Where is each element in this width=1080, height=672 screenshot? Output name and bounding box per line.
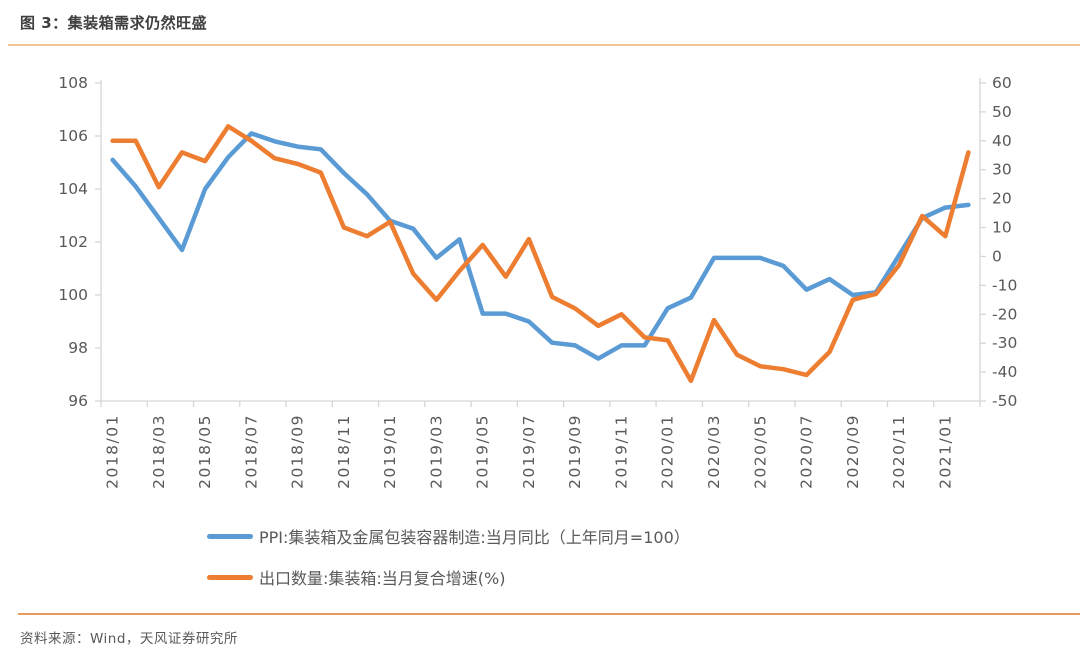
figure-title: 图 3：集装箱需求仍然旺盛 xyxy=(20,14,208,32)
x-axis-tick-label: 2019/03 xyxy=(427,414,445,489)
left-axis-tick-label: 98 xyxy=(68,339,88,357)
legend-item-export: 出口数量:集装箱:当月复合增速(%) xyxy=(207,565,690,589)
right-axis-tick-label: -20 xyxy=(992,305,1017,323)
right-axis-tick-label: 20 xyxy=(992,190,1012,208)
x-axis-tick-label: 2020/11 xyxy=(890,414,908,489)
ppi-series-line xyxy=(110,131,971,361)
legend-label-ppi: PPI:集装箱及金属包装容器制造:当月同比（上年同月=100） xyxy=(259,528,690,547)
left-axis-tick-label: 100 xyxy=(58,286,88,304)
right-axis-tick-label: 10 xyxy=(992,219,1012,237)
legend-label-export: 出口数量:集装箱:当月复合增速(%) xyxy=(259,569,506,588)
x-axis-tick-label: 2019/11 xyxy=(612,414,630,489)
x-axis-tick-label: 2019/09 xyxy=(566,414,584,489)
left-axis-tick-label: 102 xyxy=(58,233,88,251)
right-axis-tick-label: -50 xyxy=(992,392,1017,410)
x-axis-tick-label: 2020/03 xyxy=(705,414,723,489)
x-axis-tick-label: 2018/01 xyxy=(104,414,122,489)
x-axis-tick-label: 2020/01 xyxy=(659,414,677,489)
legend-item-ppi: PPI:集装箱及金属包装容器制造:当月同比（上年同月=100） xyxy=(207,524,690,548)
x-axis-tick-label: 2020/07 xyxy=(798,414,816,489)
chart-legend: PPI:集装箱及金属包装容器制造:当月同比（上年同月=100） 出口数量:集装箱… xyxy=(207,524,690,606)
left-axis-tick-label: 108 xyxy=(58,74,88,92)
x-axis-tick-label: 2020/09 xyxy=(844,414,862,489)
right-axis-tick-label: 0 xyxy=(992,247,1002,265)
right-axis-tick-label: -30 xyxy=(992,334,1017,352)
right-axis-tick-label: 50 xyxy=(992,103,1012,121)
right-axis-tick-label: 40 xyxy=(992,132,1012,150)
x-axis-tick-label: 2018/07 xyxy=(242,414,260,489)
ppi-line-swatch xyxy=(207,533,253,539)
left-axis-tick-label: 104 xyxy=(58,180,88,198)
right-axis-tick-label: 60 xyxy=(992,74,1012,92)
left-axis-tick-label: 96 xyxy=(68,392,88,410)
line-chart: 10810610410210098966050403020100-10-20-3… xyxy=(58,74,1017,489)
left-axis-tick-label: 106 xyxy=(58,127,88,145)
x-axis-tick-label: 2018/03 xyxy=(150,414,168,489)
x-axis-tick-label: 2019/07 xyxy=(520,414,538,489)
source-note: 资料来源：Wind，天风证券研究所 xyxy=(20,631,238,647)
x-axis-tick-label: 2018/05 xyxy=(196,414,214,489)
footer-divider xyxy=(18,613,1080,615)
x-axis-tick-label: 2019/01 xyxy=(381,414,399,489)
export-series-line xyxy=(110,124,971,384)
x-axis-tick-label: 2020/05 xyxy=(751,414,769,489)
x-axis-tick-label: 2018/09 xyxy=(289,414,307,489)
x-axis-tick-label: 2018/11 xyxy=(335,414,353,489)
right-axis-tick-label: -40 xyxy=(992,363,1017,381)
x-axis-tick-label: 2019/05 xyxy=(474,414,492,489)
right-axis-tick-label: -10 xyxy=(992,276,1017,294)
export-line-swatch xyxy=(207,574,253,580)
x-axis-tick-label: 2021/01 xyxy=(936,414,954,489)
right-axis-tick-label: 30 xyxy=(992,161,1012,179)
title-divider xyxy=(8,44,1080,46)
